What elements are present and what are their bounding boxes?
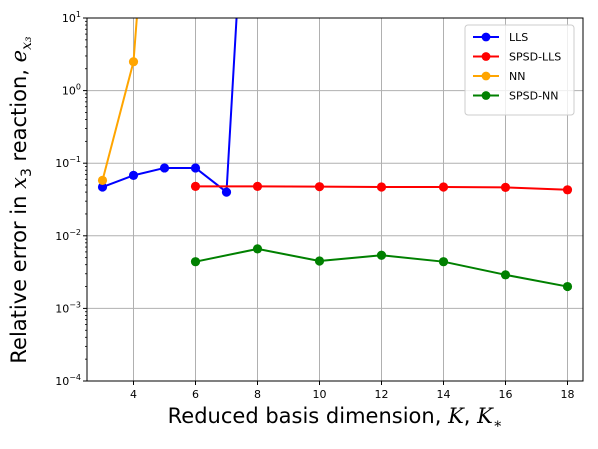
y-axis-label-mid: reaction, xyxy=(7,62,31,168)
x-tick-label: 4 xyxy=(130,388,137,401)
x-axis-label-var-kstar-sub: ∗ xyxy=(493,416,503,432)
data-point-lls xyxy=(221,187,232,197)
data-point-lls xyxy=(97,182,108,192)
data-point-spsd-nn xyxy=(252,244,263,254)
legend-box xyxy=(464,24,575,116)
data-point-spsd-nn xyxy=(562,281,573,292)
y-tick-label: 10−3 xyxy=(55,300,81,315)
data-point-spsd-nn xyxy=(438,257,449,267)
data-point-spsd-nn xyxy=(190,257,201,267)
data-point-lls xyxy=(190,163,201,173)
data-point-spsd-lls xyxy=(562,185,573,195)
x-axis-label-var-k: K xyxy=(447,404,465,428)
data-point-nn xyxy=(97,175,108,185)
y-tick-label: 10−1 xyxy=(55,155,81,170)
y-axis-label-var-e: e xyxy=(7,50,31,62)
x-axis-label-var-kstar: K xyxy=(476,404,494,428)
legend-swatch-marker-nn xyxy=(481,71,491,81)
data-point-spsd-nn xyxy=(500,270,511,280)
data-point-spsd-lls xyxy=(190,181,201,191)
y-axis-label: Relative error in x3 reaction, ex₃ xyxy=(7,36,35,364)
x-tick-label: 6 xyxy=(192,388,199,401)
y-tick-label: 10−2 xyxy=(55,228,81,243)
x-axis-label-sep: , xyxy=(464,404,477,428)
series-line-lls xyxy=(102,18,238,194)
data-point-spsd-lls xyxy=(500,182,511,192)
legend-label-spsd-lls: SPSD-LLS xyxy=(509,51,561,64)
y-axis-label-var-x-sub: 3 xyxy=(19,168,35,177)
y-axis-label-var-e-sub: x₃ xyxy=(19,36,35,50)
legend-label-nn: NN xyxy=(509,70,525,83)
x-tick-label: 10 xyxy=(313,388,327,401)
legend-label-lls: LLS xyxy=(509,31,528,44)
ticks: 4 6 8 10 12 14 16 18 10−4 10−3 10−2 10−1 100 101 xyxy=(55,10,574,401)
x-axis-label: Reduced basis dimension, K, K∗ xyxy=(168,404,503,432)
x-tick-label: 14 xyxy=(437,388,451,401)
y-tick-label: 100 xyxy=(62,83,81,98)
data-point-spsd-lls xyxy=(438,182,449,192)
data-point-spsd-nn xyxy=(314,256,325,266)
legend-swatch-marker-lls xyxy=(481,32,491,42)
plot-frame xyxy=(86,17,584,382)
y-tick-label: 101 xyxy=(62,10,81,25)
data-point-lls xyxy=(159,163,170,173)
x-tick-label: 16 xyxy=(499,388,513,401)
y-tick-label: 10−4 xyxy=(55,373,81,388)
x-axis-label-text: Reduced basis dimension, xyxy=(168,404,448,428)
legend-label-spsd-nn: SPSD-NN xyxy=(509,90,559,103)
legend: LLS SPSD-LLS NN SPSD-NN xyxy=(464,24,575,116)
data-point-spsd-lls xyxy=(252,181,263,191)
data-point-spsd-lls xyxy=(376,182,387,192)
data-point-nn xyxy=(128,57,139,67)
x-tick-label: 12 xyxy=(375,388,389,401)
data-point-spsd-lls xyxy=(314,182,325,192)
data-point-lls xyxy=(128,170,139,180)
data-point-spsd-nn xyxy=(376,250,387,260)
legend-swatch-marker-spsd-nn xyxy=(481,91,491,100)
y-axis-label-var-x: x xyxy=(7,177,31,189)
y-axis-label-text: Relative error in xyxy=(7,189,31,364)
legend-swatch-marker-spsd-lls xyxy=(481,52,491,61)
x-tick-label: 8 xyxy=(254,388,261,401)
x-tick-label: 18 xyxy=(561,388,575,401)
series-layer xyxy=(97,18,573,292)
